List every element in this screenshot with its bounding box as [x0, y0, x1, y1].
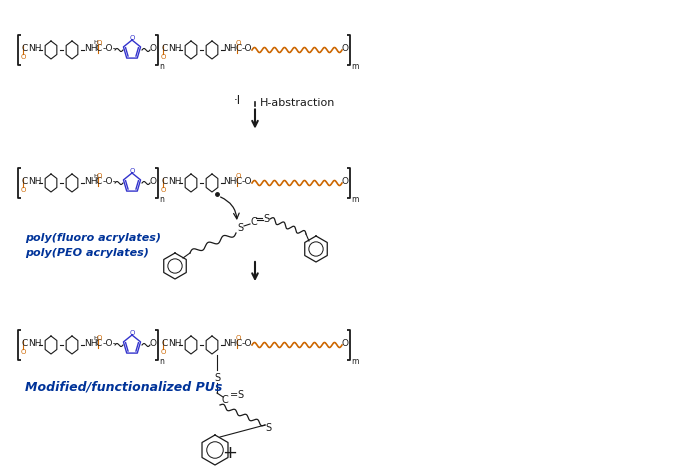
Text: NH: NH — [223, 340, 237, 349]
Text: C: C — [22, 44, 28, 53]
Text: S: S — [237, 223, 243, 233]
Text: O: O — [342, 340, 349, 349]
Text: O: O — [21, 349, 27, 355]
Text: S: S — [263, 214, 269, 224]
Text: H: H — [93, 335, 98, 341]
Text: n: n — [159, 195, 164, 204]
Text: C: C — [235, 340, 241, 349]
Text: -O: -O — [242, 177, 253, 186]
Text: O: O — [130, 35, 134, 41]
Text: O: O — [97, 40, 102, 46]
Text: NH: NH — [28, 340, 41, 349]
Text: C: C — [22, 340, 28, 349]
Text: NH: NH — [168, 44, 181, 53]
Text: poly(fluoro acrylates): poly(fluoro acrylates) — [25, 233, 161, 243]
Text: O: O — [21, 54, 27, 60]
Text: H: H — [93, 41, 98, 45]
Text: m: m — [351, 358, 358, 367]
Text: H-abstraction: H-abstraction — [260, 97, 335, 107]
Text: O: O — [97, 335, 102, 341]
Text: O: O — [342, 177, 349, 186]
Text: C: C — [162, 340, 168, 349]
Text: m: m — [351, 195, 358, 204]
Text: C: C — [96, 340, 102, 349]
Text: C: C — [22, 177, 28, 186]
Text: m: m — [351, 62, 358, 71]
Text: poly(PEO acrylates): poly(PEO acrylates) — [25, 248, 149, 258]
Text: O: O — [130, 330, 134, 336]
Text: O: O — [150, 340, 157, 349]
Text: NH: NH — [84, 340, 97, 349]
Text: NH: NH — [28, 177, 41, 186]
Text: H: H — [93, 174, 98, 178]
Text: -O-: -O- — [103, 44, 117, 53]
Text: NH: NH — [223, 177, 237, 186]
Text: -O-: -O- — [103, 177, 117, 186]
Text: O: O — [130, 168, 134, 174]
Text: O: O — [161, 187, 167, 193]
Text: =: = — [230, 390, 238, 400]
Text: O: O — [21, 187, 27, 193]
Text: NH: NH — [168, 177, 181, 186]
Text: Modified/functionalized PUs: Modified/functionalized PUs — [25, 380, 223, 394]
Text: S: S — [237, 390, 243, 400]
Text: NH: NH — [84, 44, 97, 53]
Text: n: n — [159, 62, 164, 71]
Text: n: n — [159, 358, 164, 367]
Text: O: O — [150, 44, 157, 53]
Text: O: O — [161, 54, 167, 60]
Text: NH: NH — [84, 177, 97, 186]
Text: O: O — [236, 335, 241, 341]
Text: O: O — [236, 40, 241, 46]
Text: C: C — [162, 44, 168, 53]
Text: -O-: -O- — [103, 340, 117, 349]
Text: C: C — [235, 177, 241, 186]
Text: C: C — [162, 177, 168, 186]
Text: O: O — [236, 173, 241, 179]
Text: S: S — [265, 423, 271, 433]
Text: O: O — [97, 173, 102, 179]
Text: O: O — [150, 177, 157, 186]
Text: S: S — [214, 373, 220, 383]
Text: C: C — [235, 44, 241, 53]
Text: O: O — [161, 349, 167, 355]
Text: O: O — [342, 44, 349, 53]
Text: ·I: ·I — [233, 94, 241, 107]
Text: C: C — [96, 44, 102, 53]
Text: -O: -O — [242, 340, 253, 349]
Text: NH: NH — [168, 340, 181, 349]
Text: -O: -O — [242, 44, 253, 53]
Text: NH: NH — [223, 44, 237, 53]
Text: C: C — [96, 177, 102, 186]
Text: C: C — [251, 217, 258, 227]
Text: +: + — [223, 444, 237, 462]
Text: NH: NH — [28, 44, 41, 53]
Text: C: C — [222, 395, 229, 405]
